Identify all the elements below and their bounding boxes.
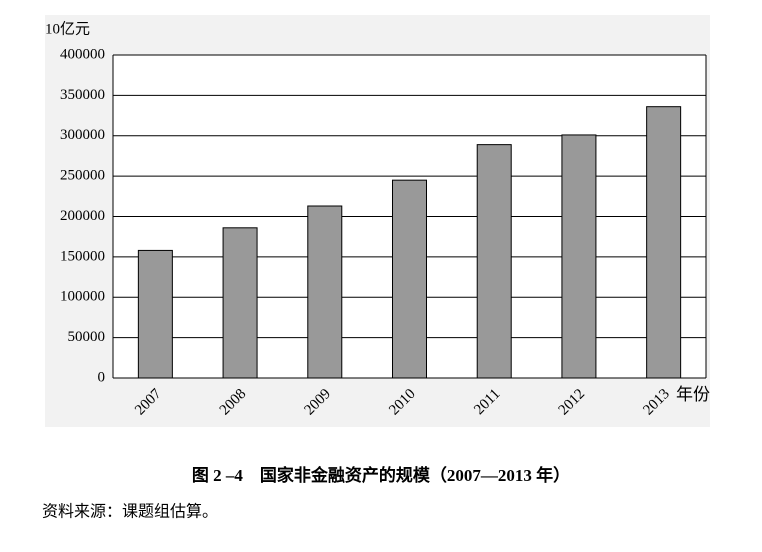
y-tick-label: 0 (98, 369, 106, 385)
y-tick-label: 250000 (60, 168, 105, 184)
bar (392, 179, 427, 379)
y-tick-label: 100000 (60, 289, 105, 305)
y-tick-label: 300000 (60, 127, 105, 143)
bar (137, 249, 173, 379)
bar (561, 134, 597, 379)
bar (307, 205, 343, 379)
y-tick-label: 50000 (68, 329, 106, 345)
y-tick-label: 200000 (60, 208, 105, 224)
bar (476, 144, 512, 379)
source-note: 资料来源：课题组估算。 (42, 502, 218, 521)
y-axis-title: 10亿元 (45, 20, 90, 37)
y-tick-label: 150000 (60, 248, 105, 264)
bar (646, 106, 682, 379)
caption: 图 2 –4 国家非金融资产的规模（2007—2013 年） (192, 465, 570, 485)
bar (222, 227, 258, 379)
y-tick-label: 350000 (60, 87, 105, 103)
x-axis-title: 年份 (676, 385, 710, 404)
y-tick-label: 400000 (60, 46, 105, 62)
